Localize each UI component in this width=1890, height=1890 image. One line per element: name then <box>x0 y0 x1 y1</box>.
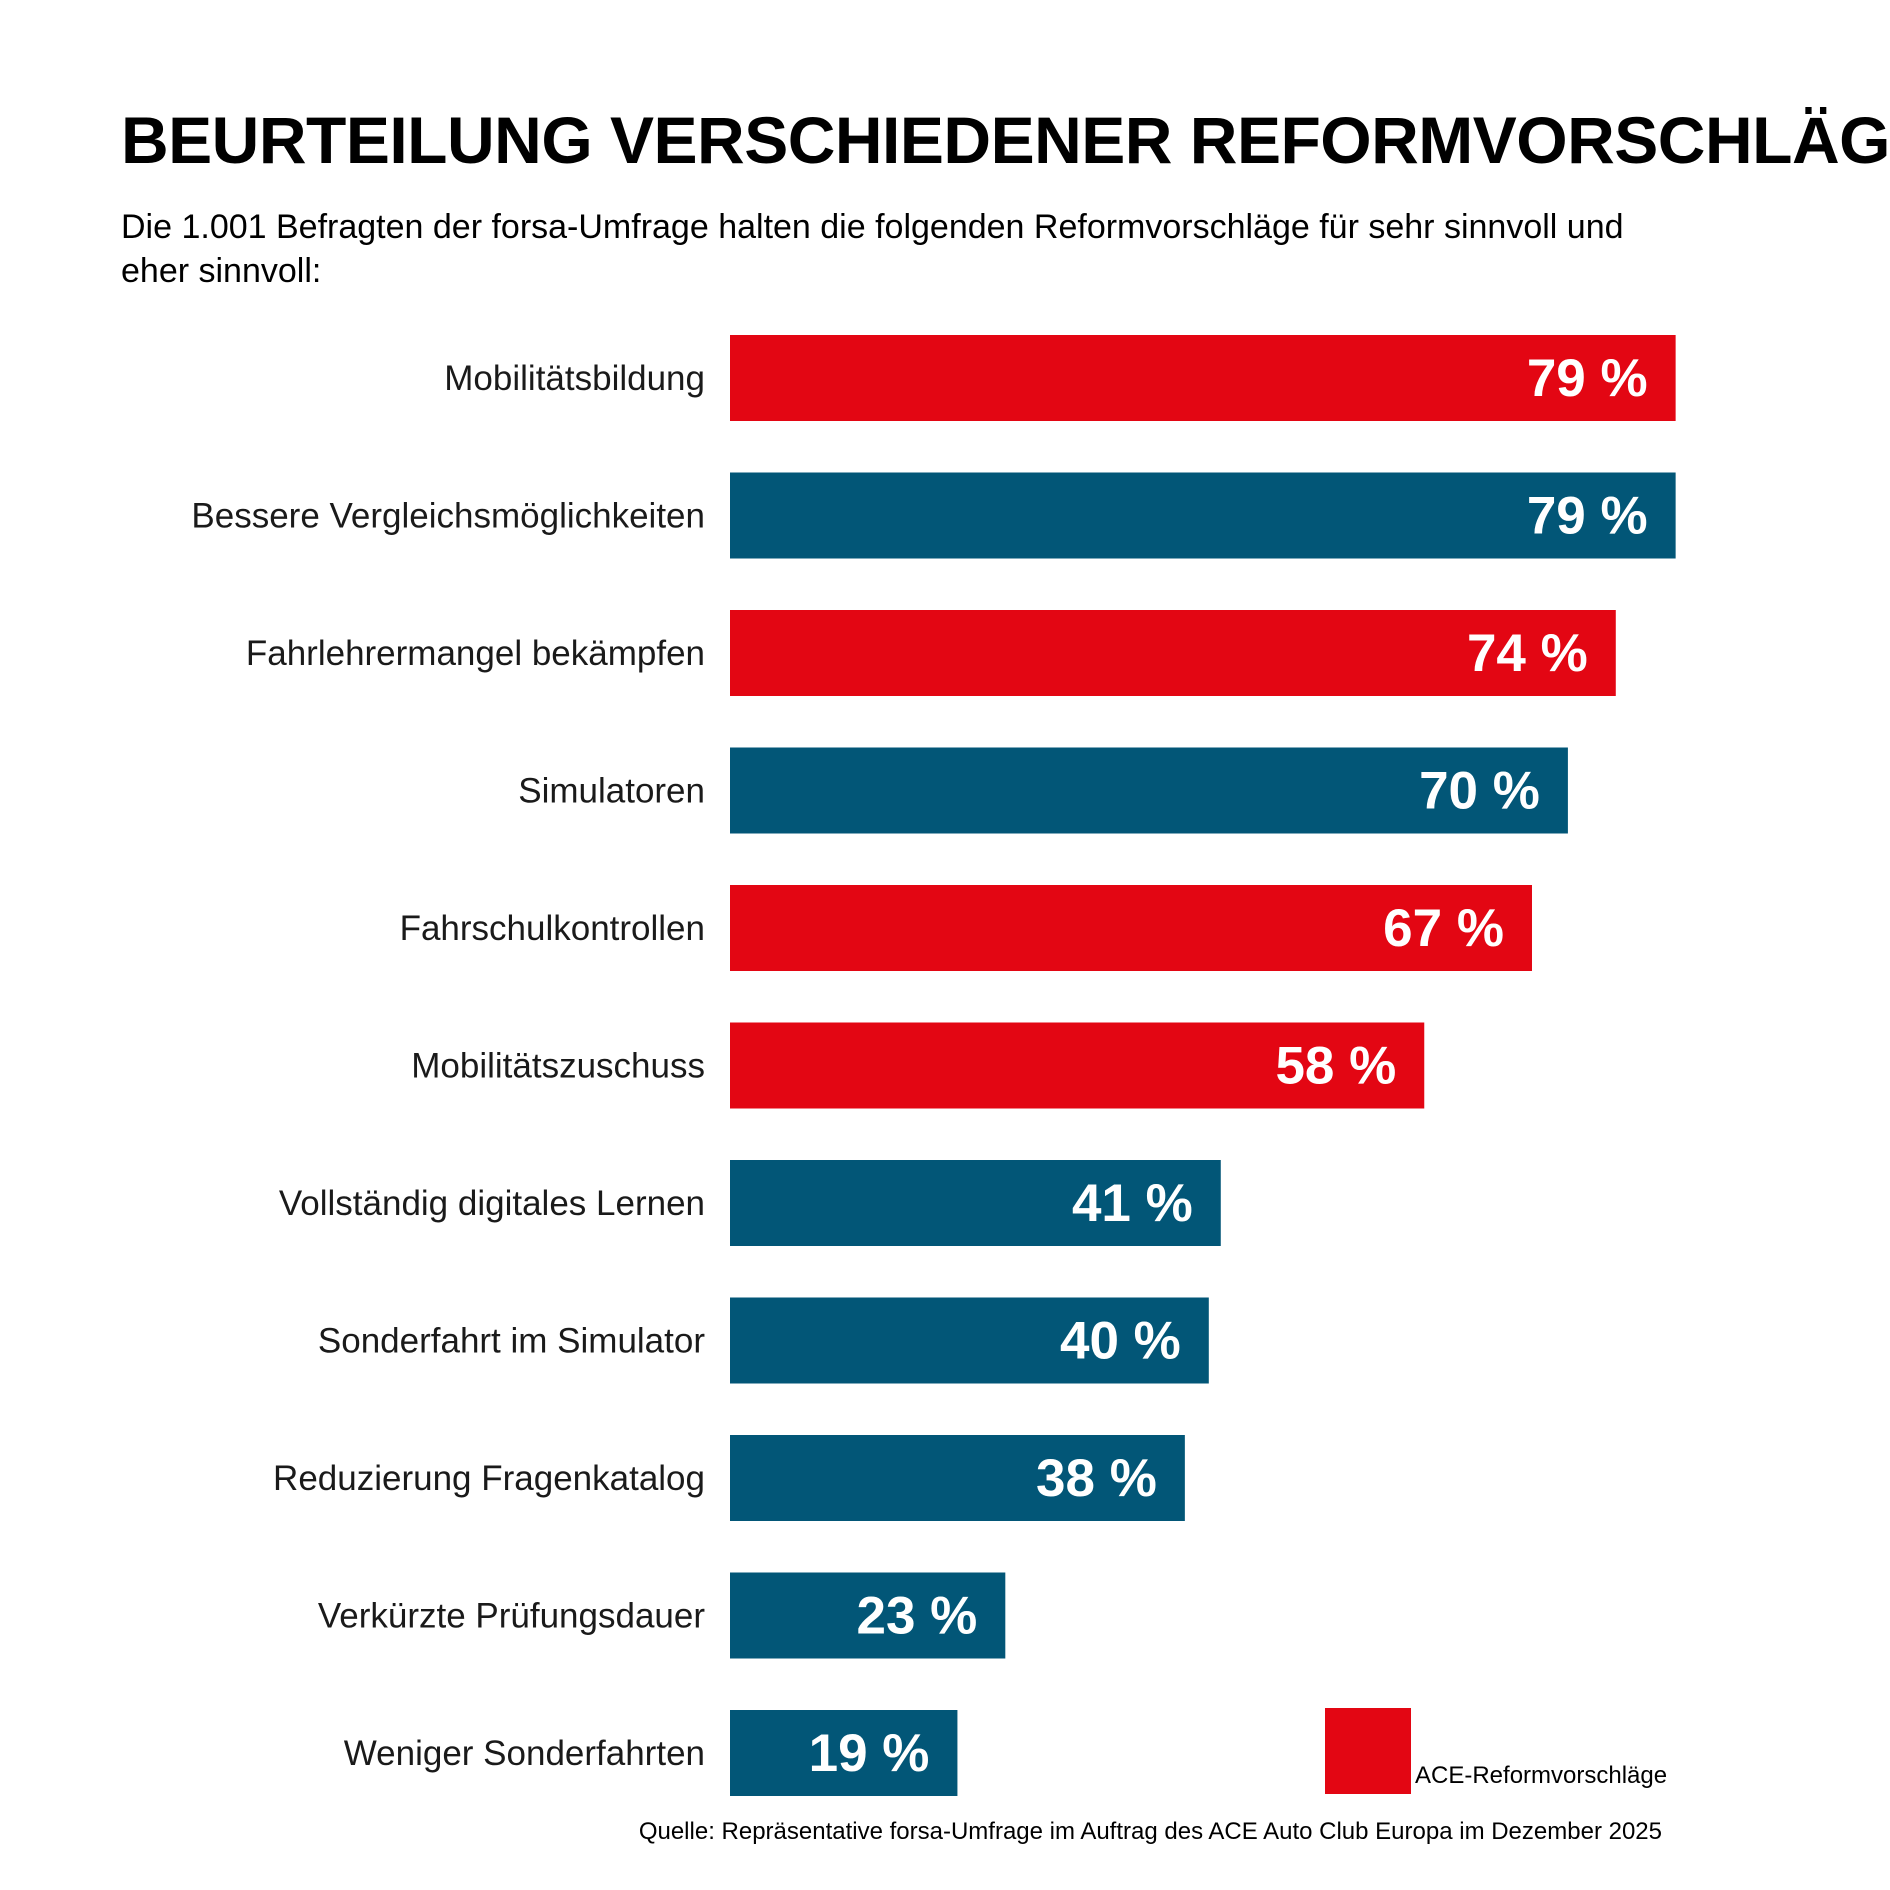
bar-7 <box>730 1297 1209 1384</box>
value-label-5: 58 % <box>1275 1037 1396 1096</box>
category-label-5: Mobilitätszuschuss <box>411 1047 705 1086</box>
value-label-7: 40 % <box>1060 1312 1181 1371</box>
chart-title: BEURTEILUNG VERSCHIEDENER REFORMVORSCHLÄ… <box>121 103 1890 177</box>
value-label-10: 19 % <box>809 1724 930 1783</box>
bar-9 <box>730 1572 1006 1659</box>
bar-5 <box>730 1022 1425 1109</box>
value-label-4: 67 % <box>1383 899 1504 958</box>
bar-4 <box>730 885 1532 971</box>
category-label-9: Verkürzte Prüfungsdauer <box>318 1597 706 1636</box>
category-label-2: Fahrlehrermangel bekämpfen <box>246 634 705 673</box>
category-label-8: Reduzierung Fragenkatalog <box>273 1459 705 1498</box>
legend-label-ace: ACE-Reformvorschläge <box>1415 1762 1668 1789</box>
category-label-4: Fahrschulkontrollen <box>400 909 705 948</box>
category-label-1: Bessere Vergleichsmöglichkeiten <box>191 497 705 536</box>
bar-6 <box>730 1160 1221 1246</box>
category-label-7: Sonderfahrt im Simulator <box>318 1322 705 1361</box>
value-label-2: 74 % <box>1467 624 1588 683</box>
chart-subtitle: Die 1.001 Befragten der forsa-Umfrage ha… <box>121 208 1624 290</box>
value-label-0: 79 % <box>1527 349 1648 408</box>
category-label-10: Weniger Sonderfahrten <box>344 1734 705 1773</box>
legend-swatch-ace <box>1325 1708 1411 1794</box>
bar-1 <box>730 472 1676 559</box>
bar-8 <box>730 1435 1185 1521</box>
bar-2 <box>730 610 1616 696</box>
category-label-6: Vollständig digitales Lernen <box>279 1184 705 1223</box>
value-label-1: 79 % <box>1527 487 1648 546</box>
bar-3 <box>730 747 1568 834</box>
value-label-6: 41 % <box>1072 1174 1193 1233</box>
category-label-3: Simulatoren <box>518 772 705 811</box>
value-label-8: 38 % <box>1036 1449 1157 1508</box>
category-label-0: Mobilitätsbildung <box>444 359 705 398</box>
bars-group: Mobilitätsbildung 79 % Bessere Vergleichsm… <box>191 335 1676 1796</box>
value-label-9: 23 % <box>856 1587 977 1646</box>
value-label-3: 70 % <box>1419 762 1540 821</box>
bar-0 <box>730 335 1676 421</box>
source-note: Quelle: Repräsentative forsa-Umfrage im … <box>638 1818 1662 1845</box>
bar-10 <box>730 1710 958 1796</box>
